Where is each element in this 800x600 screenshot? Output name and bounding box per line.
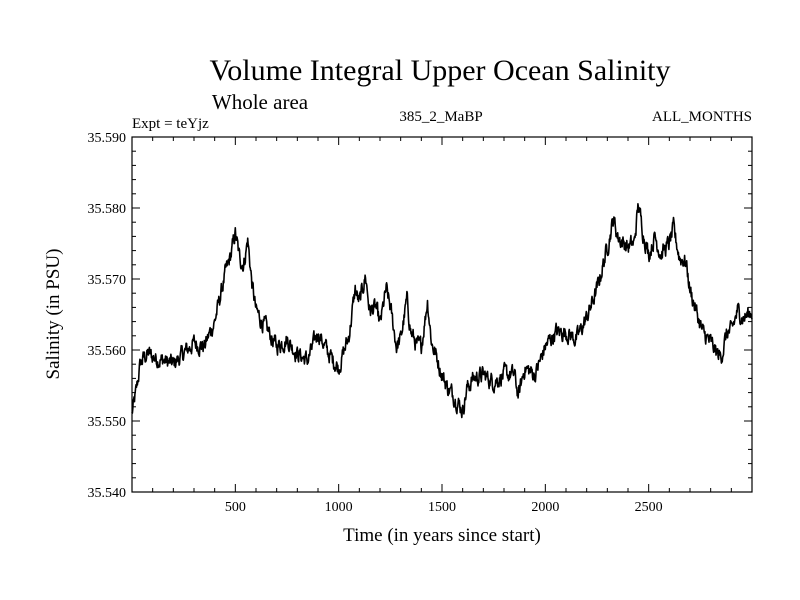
chart-subtitle: Whole area (212, 90, 309, 114)
y-tick-label: 35.550 (88, 415, 127, 430)
y-tick-labels: 35.540 35.550 35.560 35.570 35.580 35.590 (88, 131, 127, 501)
x-tick-label: 2000 (531, 500, 559, 515)
y-axis-label: Salinity (in PSU) (43, 249, 64, 380)
y-tick-label: 35.590 (88, 131, 127, 146)
annotation-right: ALL_MONTHS (652, 109, 752, 125)
y-tick-label: 35.570 (88, 273, 127, 288)
plot-frame (131, 136, 753, 493)
x-tick-label: 500 (225, 500, 246, 515)
y-tick-label: 35.540 (88, 486, 127, 501)
x-axis-label: Time (in years since start) (343, 525, 541, 546)
annotation-left: Expt = teYjz (132, 116, 209, 132)
y-tick-label: 35.580 (88, 202, 127, 217)
x-tick-label: 2500 (635, 500, 663, 515)
x-tick-label: 1500 (428, 500, 456, 515)
chart-title: Volume Integral Upper Ocean Salinity (210, 54, 671, 87)
x-tick-labels: 500 1000 1500 2000 2500 (225, 500, 663, 515)
x-axis-ticks (152, 137, 732, 492)
x-tick-label: 1000 (325, 500, 353, 515)
data-series (131, 203, 753, 419)
annotation-center: 385_2_MaBP (399, 109, 482, 125)
series-line (131, 203, 753, 419)
y-axis-ticks (132, 136, 752, 493)
y-tick-label: 35.560 (88, 344, 127, 359)
